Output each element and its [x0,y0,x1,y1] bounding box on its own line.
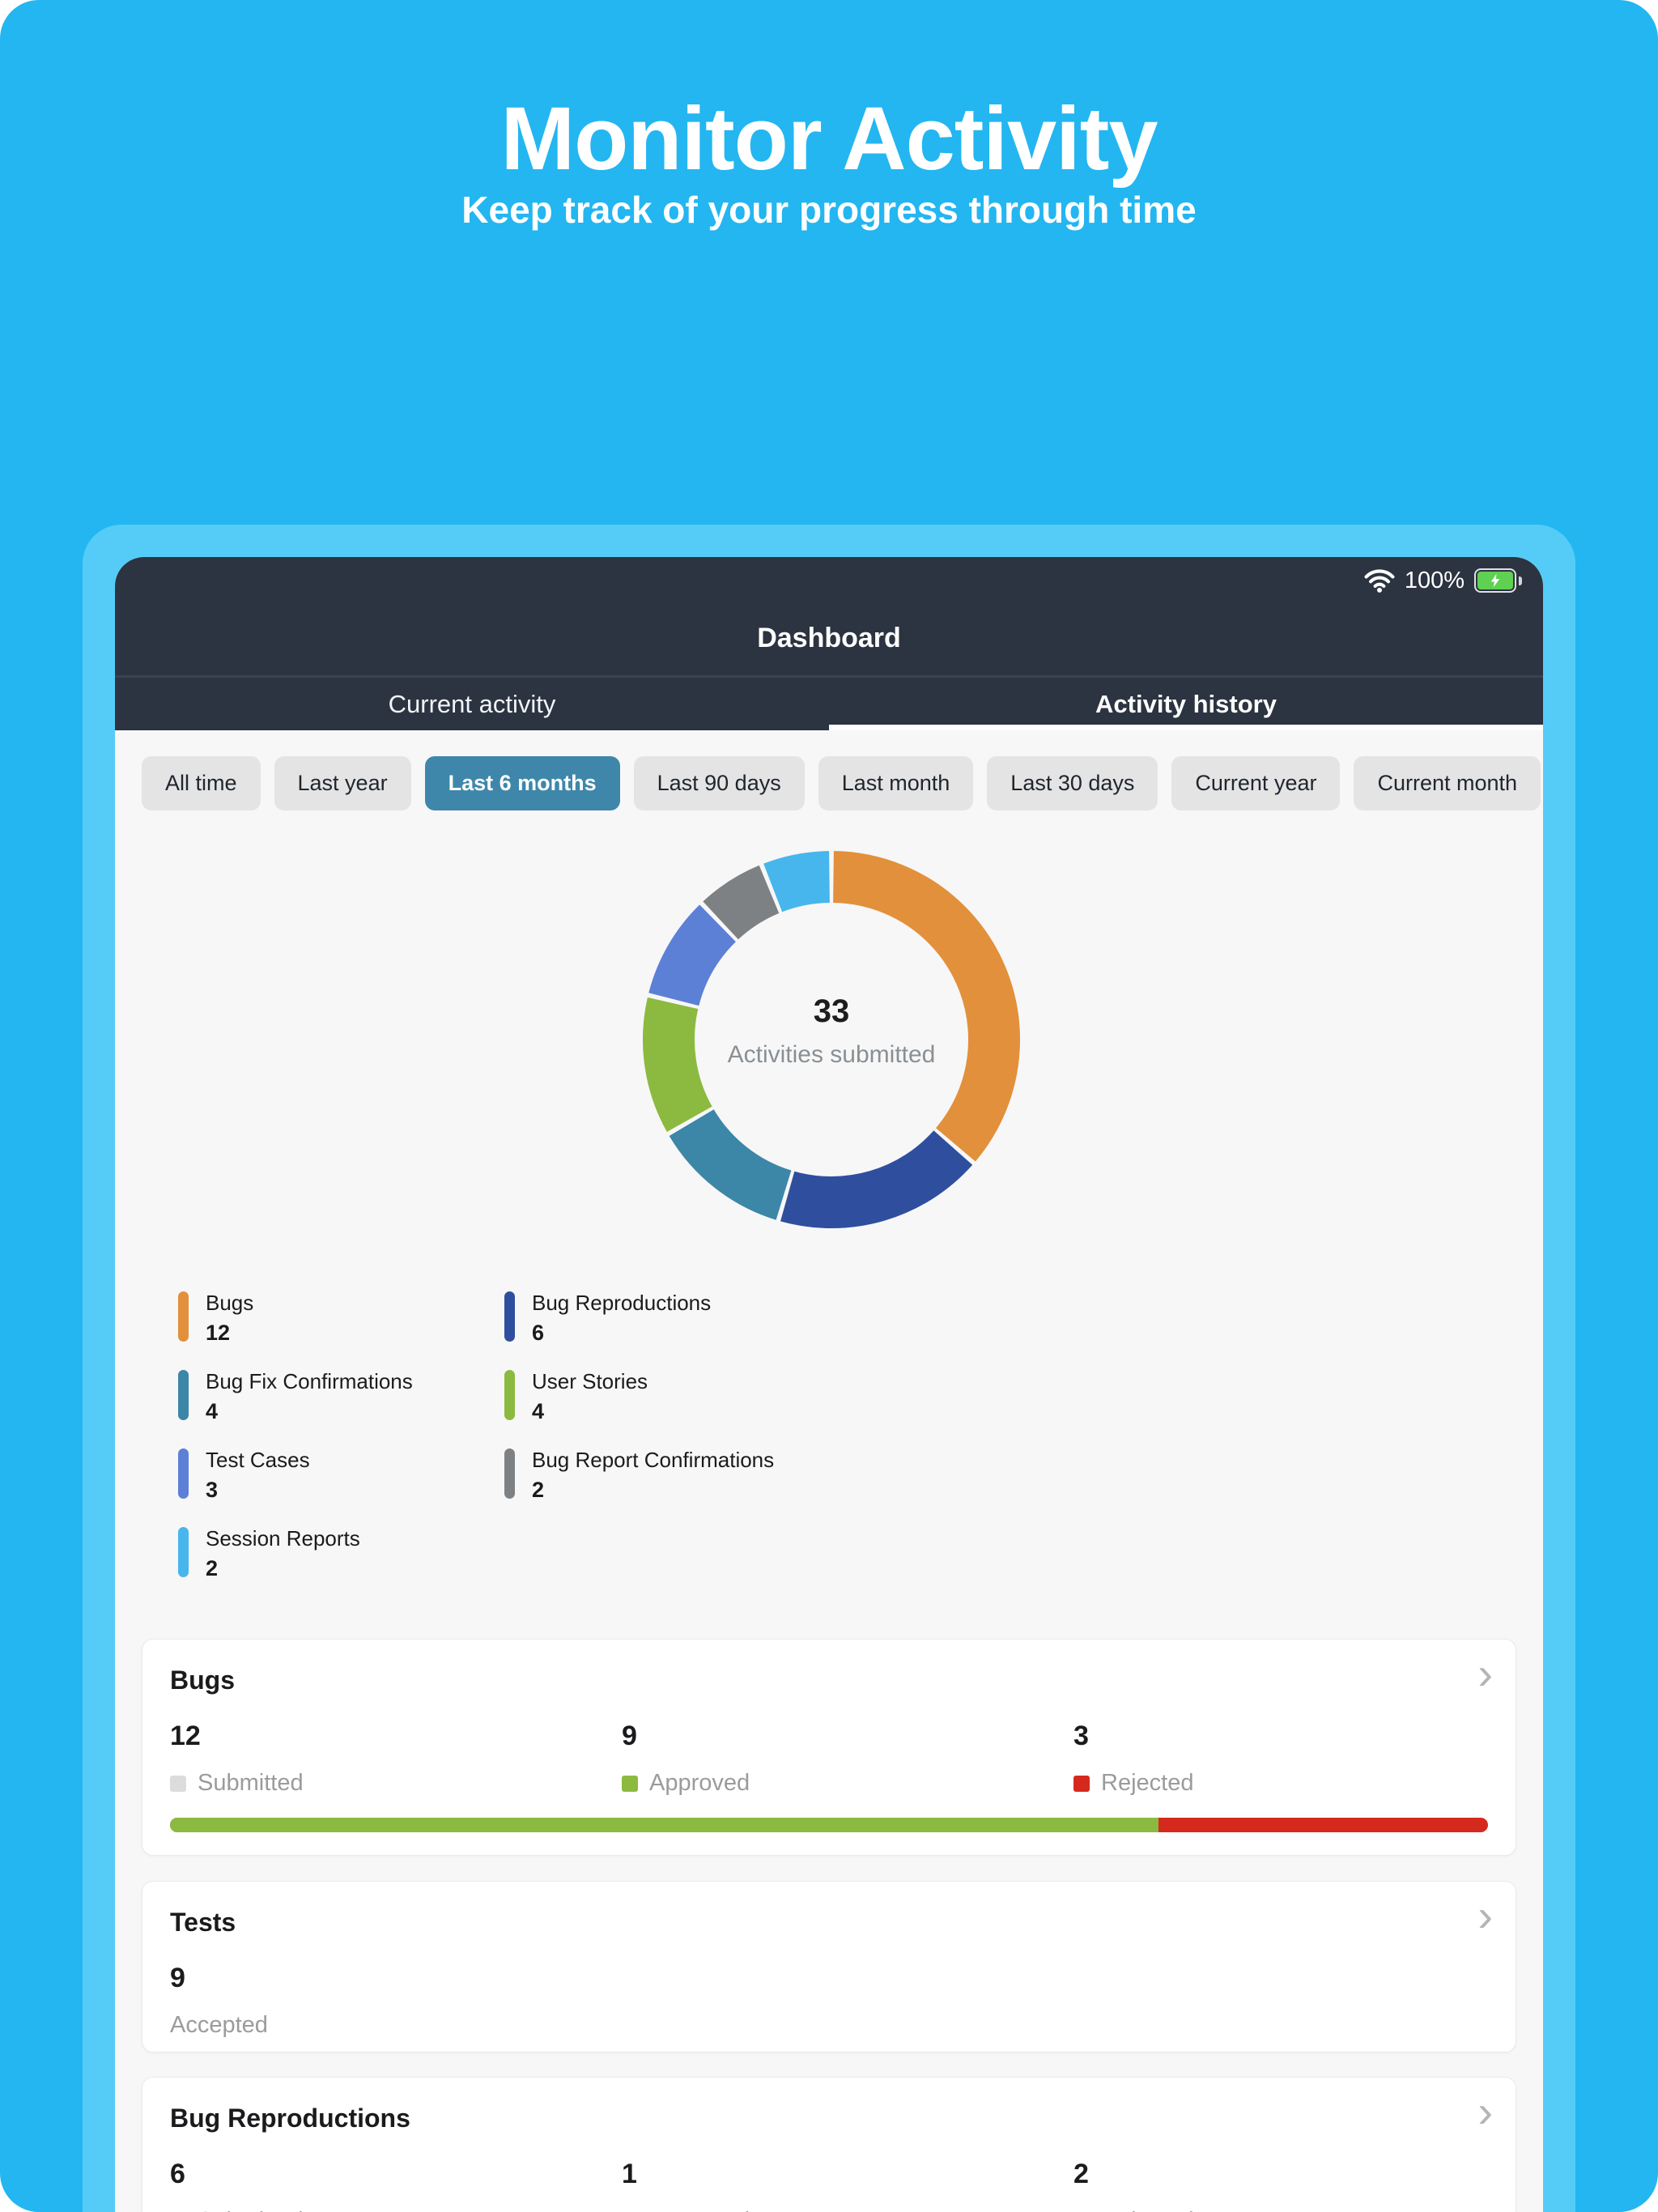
card-title: Bugs [170,1665,235,1695]
legend-label: Test Cases [206,1448,310,1472]
hero-title: Monitor Activity [500,89,1158,189]
stat-value: 6 [170,2159,185,2189]
stat-rejected: 3 Rejected [1073,1721,1193,1797]
chevron-right-icon[interactable]: › [1477,2086,1493,2137]
stat-swatch [170,1775,186,1792]
stat-value: 12 [170,1721,201,1751]
stat-accepted: 9 Accepted [170,1963,268,2039]
legend-item-session-reports: Session Reports 2 [178,1525,360,1580]
legend-label: User Stories [532,1369,648,1393]
card-bug-reproductions[interactable]: Bug Reproductions › 6 Submitted 1 Approved 2 Re… [142,2077,1516,2212]
tab-current-activity[interactable]: Current activity [388,689,556,718]
wifi-icon [1364,568,1395,593]
legend-color-bar [178,1527,189,1577]
filter-chip-all-time[interactable]: All time [142,756,261,810]
stat-value: 2 [1073,2159,1089,2189]
legend-color-bar [504,1370,515,1420]
legend-label: Bug Report Confirmations [532,1448,775,1472]
progress-approved-portion [170,1818,1158,1832]
filter-chip-current-month[interactable]: Current month [1354,756,1541,810]
stat-label: Approved [649,2208,750,2212]
chevron-right-icon[interactable]: › [1477,1890,1493,1941]
stat-value: 3 [1073,1721,1089,1751]
card-title: Bug Reproductions [170,2104,410,2133]
card-title: Tests [170,1908,236,1937]
legend-item-bugs: Bugs 12 [178,1290,253,1345]
stat-submitted: 6 Submitted [170,2159,304,2212]
stat-label: Submitted [198,1770,304,1796]
donut-segment-test-cases [643,851,1020,1228]
filter-chip-last-month[interactable]: Last month [818,756,974,810]
filter-chip-last-90-days[interactable]: Last 90 days [633,756,805,810]
stat-swatch [622,1775,638,1792]
legend-label: Bug Reproductions [532,1291,712,1315]
stat-approved: 9 Approved [622,1721,750,1797]
legend-color-bar [504,1291,515,1342]
app-header: 100% Dashboard [115,557,1543,675]
stat-label: Submitted [198,2208,304,2212]
filter-chip-last-6-months[interactable]: Last 6 months [424,756,620,810]
stat-rejected: 2 Rejected [1073,2159,1193,2212]
legend-color-bar [178,1370,189,1420]
legend-item-bug-report-confirmations: Bug Report Confirmations 2 [504,1447,774,1502]
stat-label: Rejected [1101,1770,1194,1796]
tab-activity-history[interactable]: Activity history [1095,689,1277,718]
stat-label: Rejected [1101,2208,1193,2212]
filter-chip-last-year[interactable]: Last year [274,756,411,810]
legend-color-bar [504,1448,515,1499]
active-tab-indicator [829,725,1543,730]
stat-value: 9 [170,1963,185,1993]
stat-value: 9 [622,1721,637,1751]
legend-count: 2 [206,1556,219,1580]
time-filter-chip-row: All time Last year Last 6 months Last 90 da… [142,756,1541,810]
legend-label: Session Reports [206,1526,360,1551]
legend-count: 4 [532,1399,545,1423]
card-tests[interactable]: Tests › 9 Accepted [142,1881,1516,2052]
page-title: Dashboard [757,623,901,653]
stat-value: 1 [622,2159,637,2189]
approval-progress-bar [170,1818,1488,1832]
stat-approved: 1 Approved [622,2159,750,2212]
hero-subtitle: Keep track of your progress through time [461,189,1197,231]
stat-label: Accepted [170,2012,268,2038]
legend-count: 2 [532,1478,545,1502]
legend-count: 4 [206,1399,219,1423]
donut-rings [643,850,1020,1228]
card-bugs[interactable]: Bugs › 12 Submitted 9 Approved 3 Rejected [142,1639,1516,1856]
filter-chip-current-year[interactable]: Current year [1171,756,1341,810]
legend-item-user-stories: User Stories 4 [504,1368,648,1423]
donut-segment-bug-report-confirmations [643,851,1020,1228]
chevron-right-icon[interactable]: › [1477,1648,1493,1699]
battery-percent-label: 100% [1404,567,1465,593]
legend-item-test-cases: Test Cases 3 [178,1447,310,1502]
activity-donut-chart: 33 Activities submitted [643,850,1020,1228]
battery-nub [1519,576,1522,585]
filter-chip-last-30-days[interactable]: Last 30 days [987,756,1158,810]
legend-count: 12 [206,1321,231,1345]
legend-item-bug-fix-confirmations: Bug Fix Confirmations 4 [178,1368,413,1423]
stat-label: Approved [649,1770,750,1796]
legend-count: 6 [532,1321,545,1345]
status-bar: 100% [1364,567,1522,594]
tab-bar: Current activity Activity history [115,675,1543,730]
legend-color-bar [178,1448,189,1499]
battery-charging-icon [1474,568,1516,593]
legend-label: Bugs [206,1291,254,1315]
stat-submitted: 12 Submitted [170,1721,304,1797]
stat-swatch [1073,1775,1090,1792]
legend-count: 3 [206,1478,219,1502]
legend-color-bar [178,1291,189,1342]
legend-label: Bug Fix Confirmations [206,1369,413,1393]
app-screenshot: 100% Dashboard Current activity Activity… [115,557,1543,2212]
legend-item-bug-reproductions: Bug Reproductions 6 [504,1290,711,1345]
